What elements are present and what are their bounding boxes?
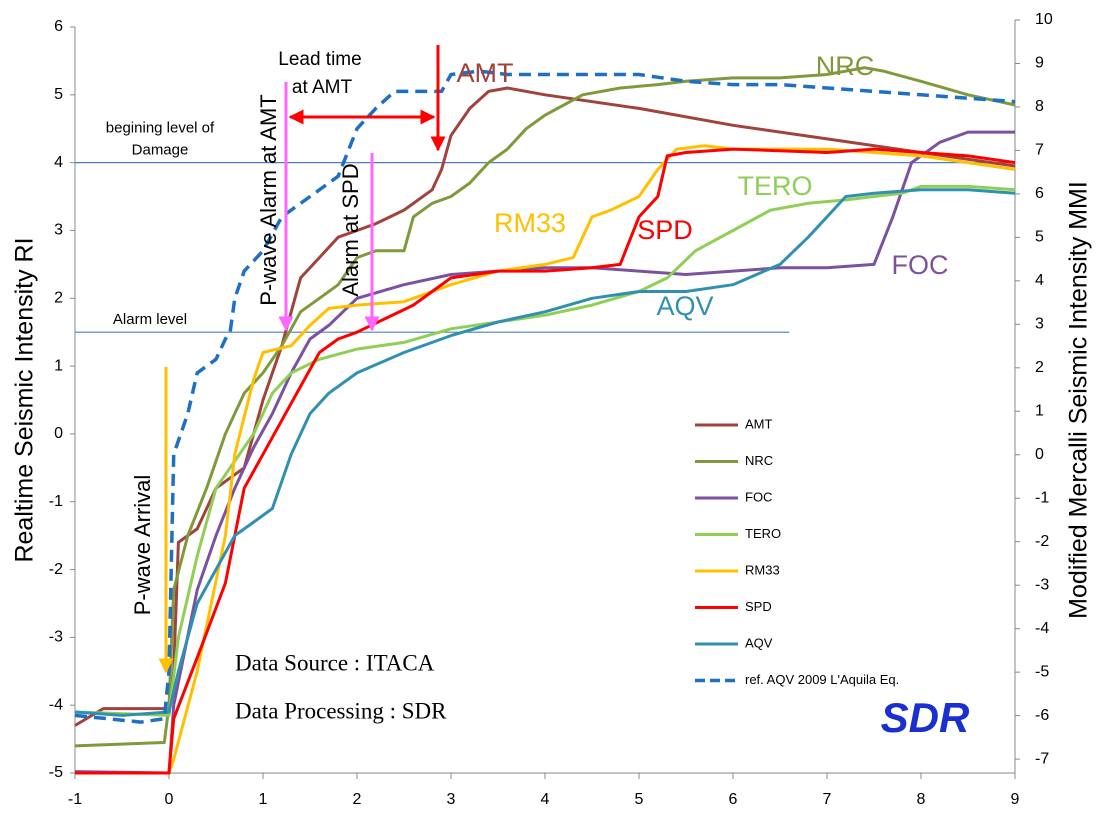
series-line [74,184,1016,717]
annotation: Lead time [278,49,361,70]
x-tick-label: 7 [823,791,832,808]
annotation: P-wave Arrival [130,475,155,616]
annotation: Data Source : ITACA [235,650,435,675]
y-tick-label: 5 [54,86,63,103]
y2-tick-label: 9 [1035,55,1044,72]
y2-tick-label: 3 [1035,316,1044,333]
x-tick-label: 5 [635,791,644,808]
legend-label: SPD [745,599,772,614]
y-axis-title: Realtime Seismic Intensity RI [11,237,39,562]
series-label: SPD [637,215,693,245]
x-tick-label: 6 [729,791,738,808]
series-label: NRC [816,51,875,81]
y2-tick-label: 4 [1035,272,1044,289]
legend-label: AMT [745,416,773,431]
y2-tick-label: 2 [1035,359,1044,376]
y2-tick-label: 1 [1035,403,1044,420]
legend-label: NRC [745,453,773,468]
x-tick-label: 1 [259,791,268,808]
y2-tick-label: -4 [1035,620,1049,637]
series-line [74,130,1015,775]
logo: SDR [881,694,970,741]
y2-tick-label: -1 [1035,489,1049,506]
y2-tick-label: -2 [1035,533,1049,550]
x-tick-label: 3 [447,791,456,808]
y-tick-label: 1 [54,357,63,374]
x-tick-label: 9 [1011,791,1020,808]
y-tick-label: -5 [49,764,63,781]
legend-label: AQV [745,635,773,650]
series-line [74,66,1016,748]
legend-label: TERO [745,526,781,541]
y-tick-label: -1 [49,493,63,510]
y2-axis-title: Modified Mercalli Seismic Intensity MMI [1065,181,1093,619]
y-tick-label: 2 [54,289,63,306]
y-tick-label: 3 [54,222,63,239]
x-tick-label: 4 [541,791,550,808]
reference-label: begining level of [106,120,215,137]
annotation: at AMT [292,77,353,98]
reference-label: Damage [132,142,189,159]
legend-label: ref. AQV 2009 L'Aquila Eq. [745,672,899,687]
series-label: AMT [457,58,514,88]
series-line [74,69,1016,724]
series-label: AQV [656,291,713,321]
y2-tick-label: 5 [1035,229,1044,246]
series-line [75,147,1016,775]
y-tick-label: 6 [54,18,63,35]
legend-label: RM33 [745,562,780,577]
y2-tick-label: -6 [1035,707,1049,724]
y-tick-label: 4 [54,154,63,171]
series-label: FOC [892,250,949,280]
y-tick-label: -4 [49,696,63,713]
y2-tick-label: 10 [1035,11,1053,28]
reference-label: Alarm level [113,311,187,328]
y-tick-label: -3 [49,629,63,646]
y2-tick-label: 8 [1035,98,1044,115]
y2-tick-label: 7 [1035,142,1044,159]
x-tick-label: 0 [165,791,174,808]
y-tick-label: 0 [54,425,63,442]
annotation: Data Processing : SDR [235,698,447,723]
plot-area: -5 -4 -3 -2 -1 0 1 2 3 4 5 6 -7 -6 -5 -4 -3 -2 -1 0 1 2 3 4 5 6 7 8… [49,11,1053,808]
y-tick-label: -2 [49,561,63,578]
series-line [74,188,1016,717]
x-tick-label: -1 [68,791,82,808]
series-label: RM33 [494,208,566,238]
annotation: Alarm at SPD [338,163,363,296]
y2-tick-label: -5 [1035,663,1049,680]
y2-tick-label: -7 [1035,750,1049,767]
y2-tick-label: 0 [1035,446,1044,463]
legend-label: FOC [745,489,772,504]
series-line [74,86,1016,727]
y2-tick-label: -3 [1035,576,1049,593]
annotation: P-wave Alarm at AMT [256,94,281,306]
x-tick-label: 8 [917,791,926,808]
x-tick-label: 2 [353,791,362,808]
series-label: TERO [737,171,812,201]
y2-tick-label: 6 [1035,185,1044,202]
